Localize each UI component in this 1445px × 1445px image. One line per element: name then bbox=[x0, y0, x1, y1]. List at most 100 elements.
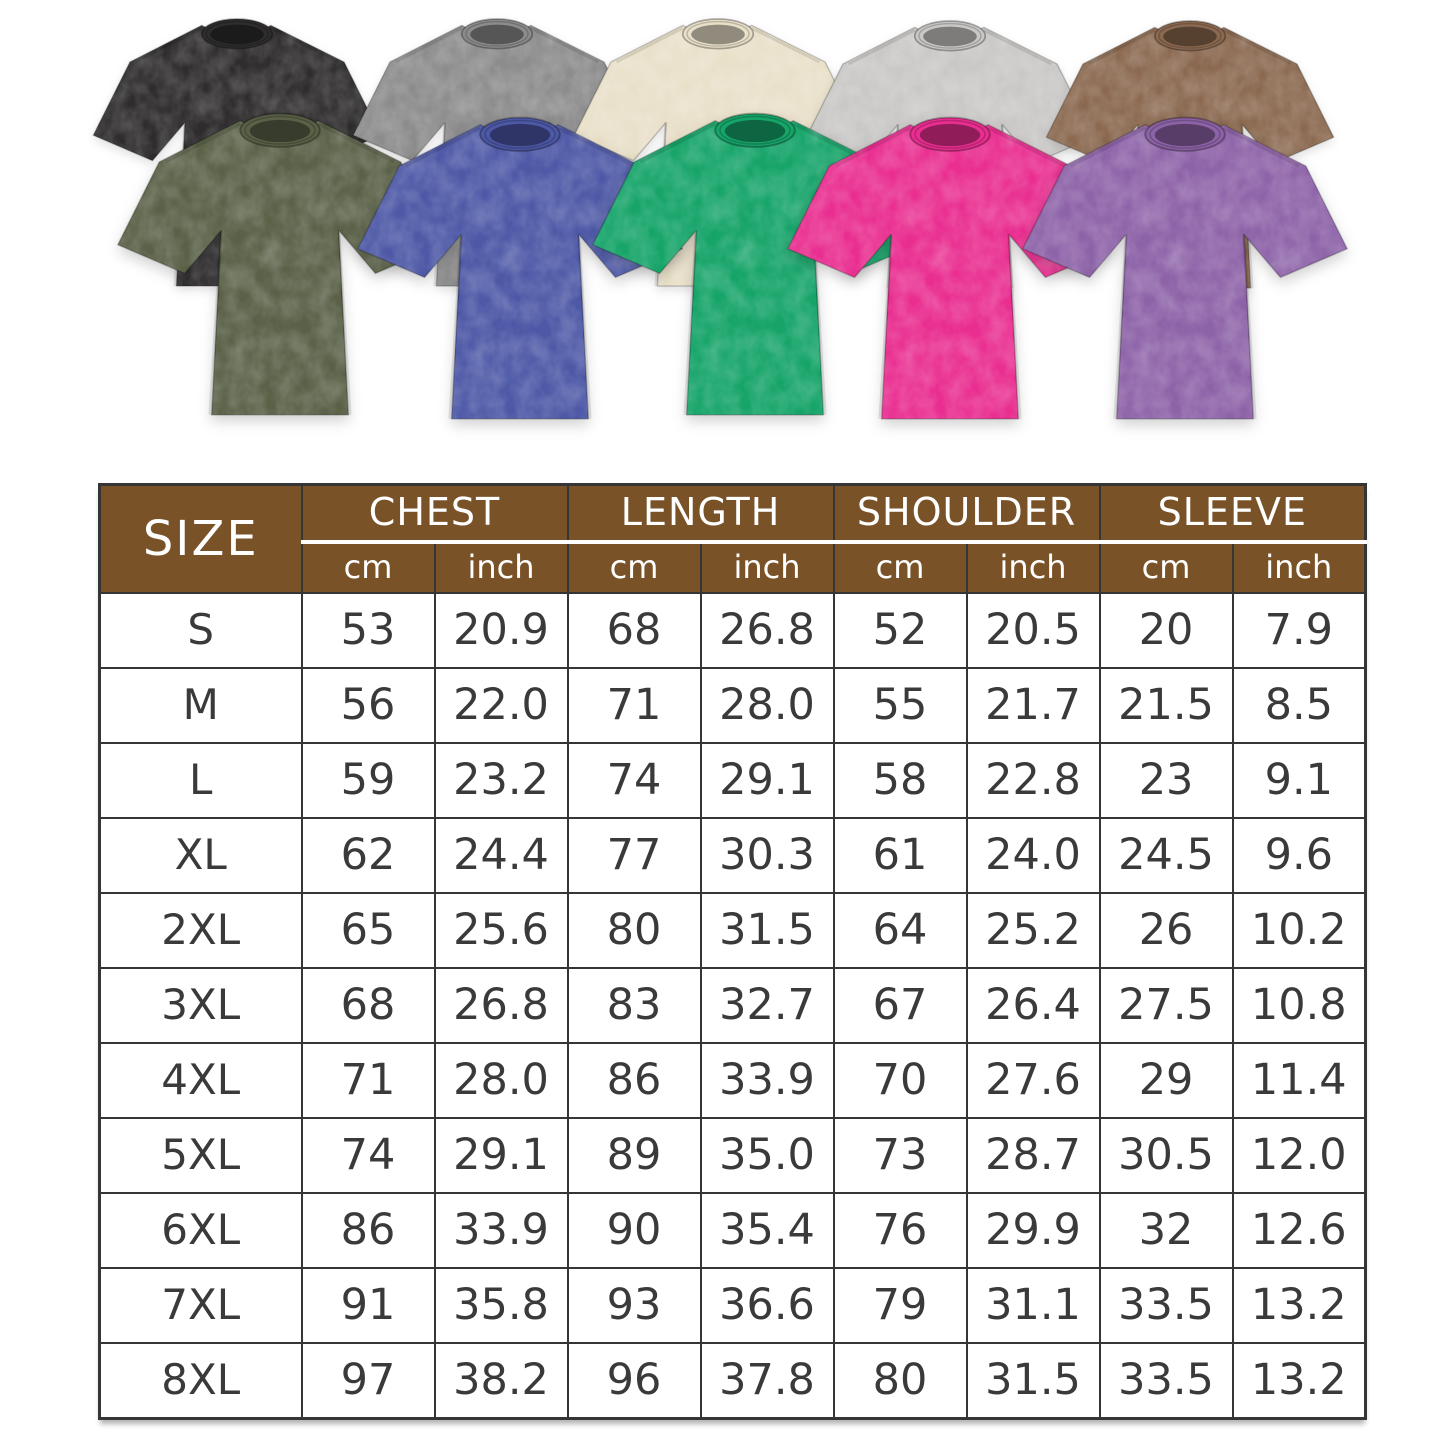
cell-8XL-6: 33.5 bbox=[1098, 1342, 1234, 1420]
cell-3XL-2: 83 bbox=[566, 967, 702, 1044]
cell-4XL-2: 86 bbox=[566, 1042, 702, 1119]
size-row-8XL: 8XL 97 38.2 96 37.8 80 31.5 33.5 13.2 bbox=[98, 1342, 1367, 1420]
cell-4XL-0: 71 bbox=[300, 1042, 436, 1119]
cell-XL-6: 24.5 bbox=[1098, 817, 1234, 894]
size-chart-table: SIZE CHEST LENGTH SHOULDER SLEEVE cm inch… bbox=[98, 483, 1368, 1420]
size-row-3XL: 3XL 68 26.8 83 32.7 67 26.4 27.5 10.8 bbox=[98, 967, 1367, 1044]
unit-header-chest-cm: cm bbox=[300, 542, 436, 594]
cell-8XL-4: 80 bbox=[832, 1342, 968, 1420]
cell-6XL-6: 32 bbox=[1098, 1192, 1234, 1269]
cell-3XL-7: 10.8 bbox=[1231, 967, 1367, 1044]
size-label-7XL: 7XL bbox=[98, 1267, 303, 1344]
unit-header-length-inch: inch bbox=[699, 542, 835, 594]
cell-7XL-4: 79 bbox=[832, 1267, 968, 1344]
size-row-4XL: 4XL 71 28.0 86 33.9 70 27.6 29 11.4 bbox=[98, 1042, 1367, 1119]
cell-5XL-6: 30.5 bbox=[1098, 1117, 1234, 1194]
cell-2XL-5: 25.2 bbox=[965, 892, 1101, 969]
cell-S-5: 20.5 bbox=[965, 592, 1101, 669]
size-label-L: L bbox=[98, 742, 303, 819]
cell-M-3: 28.0 bbox=[699, 667, 835, 744]
cell-6XL-7: 12.6 bbox=[1231, 1192, 1367, 1269]
cell-5XL-5: 28.7 bbox=[965, 1117, 1101, 1194]
cell-5XL-1: 29.1 bbox=[433, 1117, 569, 1194]
size-label-8XL: 8XL bbox=[98, 1342, 303, 1420]
cell-8XL-0: 97 bbox=[300, 1342, 436, 1420]
cell-M-5: 21.7 bbox=[965, 667, 1101, 744]
column-group-length: LENGTH bbox=[566, 483, 835, 544]
cell-7XL-1: 35.8 bbox=[433, 1267, 569, 1344]
cell-3XL-0: 68 bbox=[300, 967, 436, 1044]
cell-L-4: 58 bbox=[832, 742, 968, 819]
size-label-XL: XL bbox=[98, 817, 303, 894]
cell-XL-7: 9.6 bbox=[1231, 817, 1367, 894]
column-group-shoulder: SHOULDER bbox=[832, 483, 1101, 544]
cell-S-2: 68 bbox=[566, 592, 702, 669]
cell-M-0: 56 bbox=[300, 667, 436, 744]
column-group-sleeve: SLEEVE bbox=[1098, 483, 1367, 544]
cell-L-3: 29.1 bbox=[699, 742, 835, 819]
size-label-S: S bbox=[98, 592, 303, 669]
cell-S-4: 52 bbox=[832, 592, 968, 669]
cell-6XL-4: 76 bbox=[832, 1192, 968, 1269]
cell-L-7: 9.1 bbox=[1231, 742, 1367, 819]
cell-3XL-6: 27.5 bbox=[1098, 967, 1234, 1044]
cell-6XL-3: 35.4 bbox=[699, 1192, 835, 1269]
cell-2XL-0: 65 bbox=[300, 892, 436, 969]
cell-6XL-1: 33.9 bbox=[433, 1192, 569, 1269]
cell-XL-0: 62 bbox=[300, 817, 436, 894]
cell-XL-4: 61 bbox=[832, 817, 968, 894]
cell-2XL-7: 10.2 bbox=[1231, 892, 1367, 969]
cell-S-3: 26.8 bbox=[699, 592, 835, 669]
cell-3XL-5: 26.4 bbox=[965, 967, 1101, 1044]
cell-XL-5: 24.0 bbox=[965, 817, 1101, 894]
product-collage bbox=[0, 0, 1445, 475]
cell-8XL-1: 38.2 bbox=[433, 1342, 569, 1420]
cell-XL-1: 24.4 bbox=[433, 817, 569, 894]
cell-4XL-4: 70 bbox=[832, 1042, 968, 1119]
size-column-header: SIZE bbox=[98, 483, 303, 594]
cell-3XL-1: 26.8 bbox=[433, 967, 569, 1044]
size-row-5XL: 5XL 74 29.1 89 35.0 73 28.7 30.5 12.0 bbox=[98, 1117, 1367, 1194]
size-label-4XL: 4XL bbox=[98, 1042, 303, 1119]
unit-header-chest-inch: inch bbox=[433, 542, 569, 594]
cell-S-6: 20 bbox=[1098, 592, 1234, 669]
size-row-2XL: 2XL 65 25.6 80 31.5 64 25.2 26 10.2 bbox=[98, 892, 1367, 969]
cell-6XL-2: 90 bbox=[566, 1192, 702, 1269]
cell-M-4: 55 bbox=[832, 667, 968, 744]
cell-M-7: 8.5 bbox=[1231, 667, 1367, 744]
cell-8XL-2: 96 bbox=[566, 1342, 702, 1420]
cell-6XL-5: 29.9 bbox=[965, 1192, 1101, 1269]
cell-8XL-3: 37.8 bbox=[699, 1342, 835, 1420]
size-row-L: L 59 23.2 74 29.1 58 22.8 23 9.1 bbox=[98, 742, 1367, 819]
cell-S-7: 7.9 bbox=[1231, 592, 1367, 669]
size-row-6XL: 6XL 86 33.9 90 35.4 76 29.9 32 12.6 bbox=[98, 1192, 1367, 1269]
size-row-S: S 53 20.9 68 26.8 52 20.5 20 7.9 bbox=[98, 592, 1367, 669]
cell-3XL-3: 32.7 bbox=[699, 967, 835, 1044]
size-label-6XL: 6XL bbox=[98, 1192, 303, 1269]
cell-4XL-6: 29 bbox=[1098, 1042, 1234, 1119]
size-row-XL: XL 62 24.4 77 30.3 61 24.0 24.5 9.6 bbox=[98, 817, 1367, 894]
cell-4XL-3: 33.9 bbox=[699, 1042, 835, 1119]
cell-7XL-5: 31.1 bbox=[965, 1267, 1101, 1344]
size-label-3XL: 3XL bbox=[98, 967, 303, 1044]
cell-7XL-7: 13.2 bbox=[1231, 1267, 1367, 1344]
size-label-5XL: 5XL bbox=[98, 1117, 303, 1194]
column-group-chest: CHEST bbox=[300, 483, 569, 544]
cell-2XL-6: 26 bbox=[1098, 892, 1234, 969]
tee-purple-washed-tee bbox=[1010, 112, 1360, 430]
cell-XL-3: 30.3 bbox=[699, 817, 835, 894]
cell-5XL-3: 35.0 bbox=[699, 1117, 835, 1194]
cell-L-5: 22.8 bbox=[965, 742, 1101, 819]
cell-3XL-4: 67 bbox=[832, 967, 968, 1044]
size-row-7XL: 7XL 91 35.8 93 36.6 79 31.1 33.5 13.2 bbox=[98, 1267, 1367, 1344]
cell-M-2: 71 bbox=[566, 667, 702, 744]
cell-S-0: 53 bbox=[300, 592, 436, 669]
cell-M-1: 22.0 bbox=[433, 667, 569, 744]
cell-L-1: 23.2 bbox=[433, 742, 569, 819]
cell-8XL-5: 31.5 bbox=[965, 1342, 1101, 1420]
cell-L-0: 59 bbox=[300, 742, 436, 819]
cell-7XL-2: 93 bbox=[566, 1267, 702, 1344]
cell-7XL-0: 91 bbox=[300, 1267, 436, 1344]
size-row-M: M 56 22.0 71 28.0 55 21.7 21.5 8.5 bbox=[98, 667, 1367, 744]
cell-2XL-2: 80 bbox=[566, 892, 702, 969]
